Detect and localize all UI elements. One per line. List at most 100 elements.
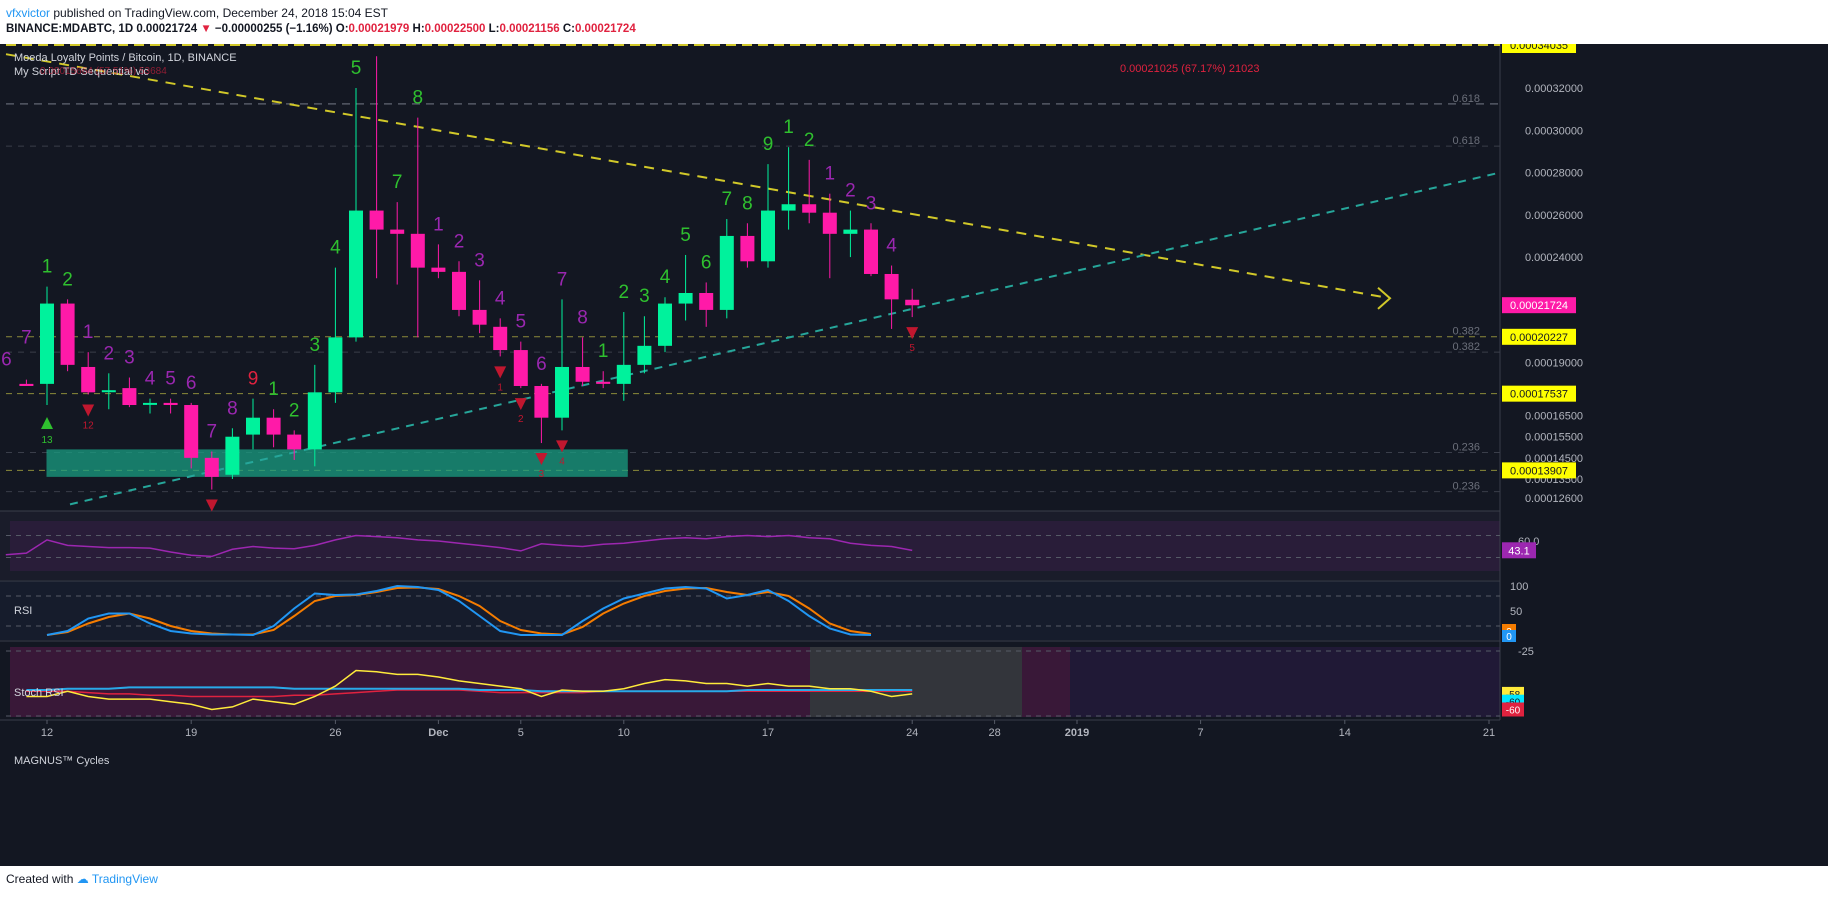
candle-body — [184, 405, 199, 458]
candle-body — [40, 303, 54, 384]
falling-trendline — [5, 53, 1391, 300]
td-count: 7 — [21, 328, 32, 349]
td-count: 4 — [660, 267, 671, 288]
low-value: 0.00021156 — [499, 23, 560, 35]
publish-header: vfxvictor published on TradingView.com, … — [0, 0, 1828, 44]
td-count: 6 — [186, 373, 197, 394]
td-count: 7 — [722, 189, 733, 210]
change-value: −0.00000255 (−1.16%) — [214, 23, 333, 35]
buy-marker-label: 13 — [41, 435, 53, 446]
stoch-tick: 50 — [1510, 606, 1522, 618]
candle-body — [19, 383, 34, 386]
sell-marker-icon — [535, 453, 548, 466]
sell-marker-icon — [494, 366, 507, 379]
price-tick: 0.00015500 — [1525, 432, 1583, 444]
price-tick: 0.00032000 — [1525, 83, 1583, 95]
candle-body — [266, 417, 281, 435]
cycles-bg-bear — [10, 647, 810, 717]
time-tick: 21 — [1483, 727, 1495, 739]
candle-body — [101, 390, 116, 393]
time-tick: Dec — [428, 727, 448, 739]
candle-body — [493, 326, 508, 351]
price-tag-bg — [1502, 385, 1576, 402]
td-count: 1 — [825, 164, 836, 185]
td-count: 3 — [474, 250, 485, 271]
price-tick: 0.00016500 — [1525, 411, 1583, 423]
time-tick: 5 — [518, 727, 524, 739]
td-count: 2 — [845, 181, 856, 202]
tradingview-logo-icon: ☁ — [76, 872, 89, 886]
price-tag-bg — [1502, 328, 1576, 345]
time-tick: 14 — [1339, 727, 1351, 739]
td-count: 1 — [783, 117, 794, 138]
candle-body — [596, 381, 611, 384]
sell-marker-icon — [514, 398, 527, 411]
stoch-k-line — [46, 584, 872, 637]
td-count: 6 — [536, 354, 547, 375]
td-count: 2 — [289, 400, 300, 421]
time-tick: 28 — [988, 727, 1000, 739]
time-tick: 12 — [41, 727, 53, 739]
demand-zone-rect — [46, 449, 628, 477]
chart-title: Moeda Loyalty Points / Bitcoin, 1D, BINA… — [14, 52, 237, 64]
candle-body — [884, 273, 899, 300]
candle-body — [740, 235, 755, 262]
candle-body — [802, 204, 817, 213]
rsi-title: RSI — [14, 605, 32, 617]
indicators — [5, 534, 1500, 717]
stoch-rsi-title: Stoch RSI — [14, 687, 64, 699]
fib-label: 0.618 — [1452, 93, 1480, 105]
td-count: 8 — [577, 307, 588, 328]
price-tag: 0.00021724 — [1510, 300, 1568, 312]
td-count: 2 — [104, 343, 115, 364]
candle-body — [719, 235, 734, 310]
author-link[interactable]: vfxvictor — [6, 6, 51, 20]
cycles-bg-bear-2 — [1022, 647, 1070, 717]
candle-body — [843, 229, 858, 234]
td-count: 9 — [763, 134, 774, 155]
stoch-d-line — [46, 586, 872, 636]
td-count: 2 — [454, 231, 465, 252]
time-tick: 10 — [618, 727, 630, 739]
sell-marker-icon — [82, 404, 95, 417]
sell-marker-label: 5 — [909, 343, 915, 354]
footer: Created with ☁ TradingView — [6, 872, 158, 886]
candle-body — [163, 402, 178, 406]
tradingview-link[interactable]: TradingView — [91, 872, 158, 886]
symbol-label: BINANCE:MDABTC, 1D — [6, 23, 134, 35]
td-count: 4 — [495, 288, 506, 309]
time-tick: 2019 — [1065, 727, 1089, 739]
candle-body — [225, 436, 240, 475]
sell-marker-icon — [556, 440, 568, 453]
demand-zone — [46, 449, 628, 477]
td-count: 5 — [165, 369, 176, 390]
stoch-pane — [0, 581, 1500, 640]
sell-marker-icon — [205, 499, 218, 512]
price-tick: 0.00019000 — [1525, 358, 1583, 370]
candle-body — [637, 345, 652, 365]
candle-body — [822, 212, 837, 234]
author-line: vfxvictor published on TradingView.com, … — [6, 6, 388, 20]
stoch-tick: 100 — [1510, 581, 1528, 593]
cycles-bg-neutral — [810, 647, 1022, 717]
candle-body — [513, 350, 528, 386]
last-price: 0.00021724 — [136, 23, 198, 35]
close-label: C: — [562, 23, 575, 35]
price-tag-bg — [1502, 297, 1576, 314]
open-value: 0.00021979 — [348, 23, 410, 35]
candle-body — [555, 366, 569, 418]
td-count: 3 — [124, 348, 135, 369]
candle-body — [781, 204, 796, 211]
rsi-line — [5, 534, 913, 558]
candle-body — [143, 402, 157, 405]
candle-body — [864, 229, 878, 274]
candle-body — [122, 388, 137, 406]
time-tick: 19 — [185, 727, 197, 739]
top-annotation: 0.00021025 (67.17%) 21023 — [1120, 63, 1259, 75]
cycles-tag-bg — [1502, 702, 1524, 717]
candle-body — [81, 366, 96, 393]
cycles-bg-future — [1070, 647, 1500, 717]
fib-label: 0.236 — [1452, 442, 1480, 454]
